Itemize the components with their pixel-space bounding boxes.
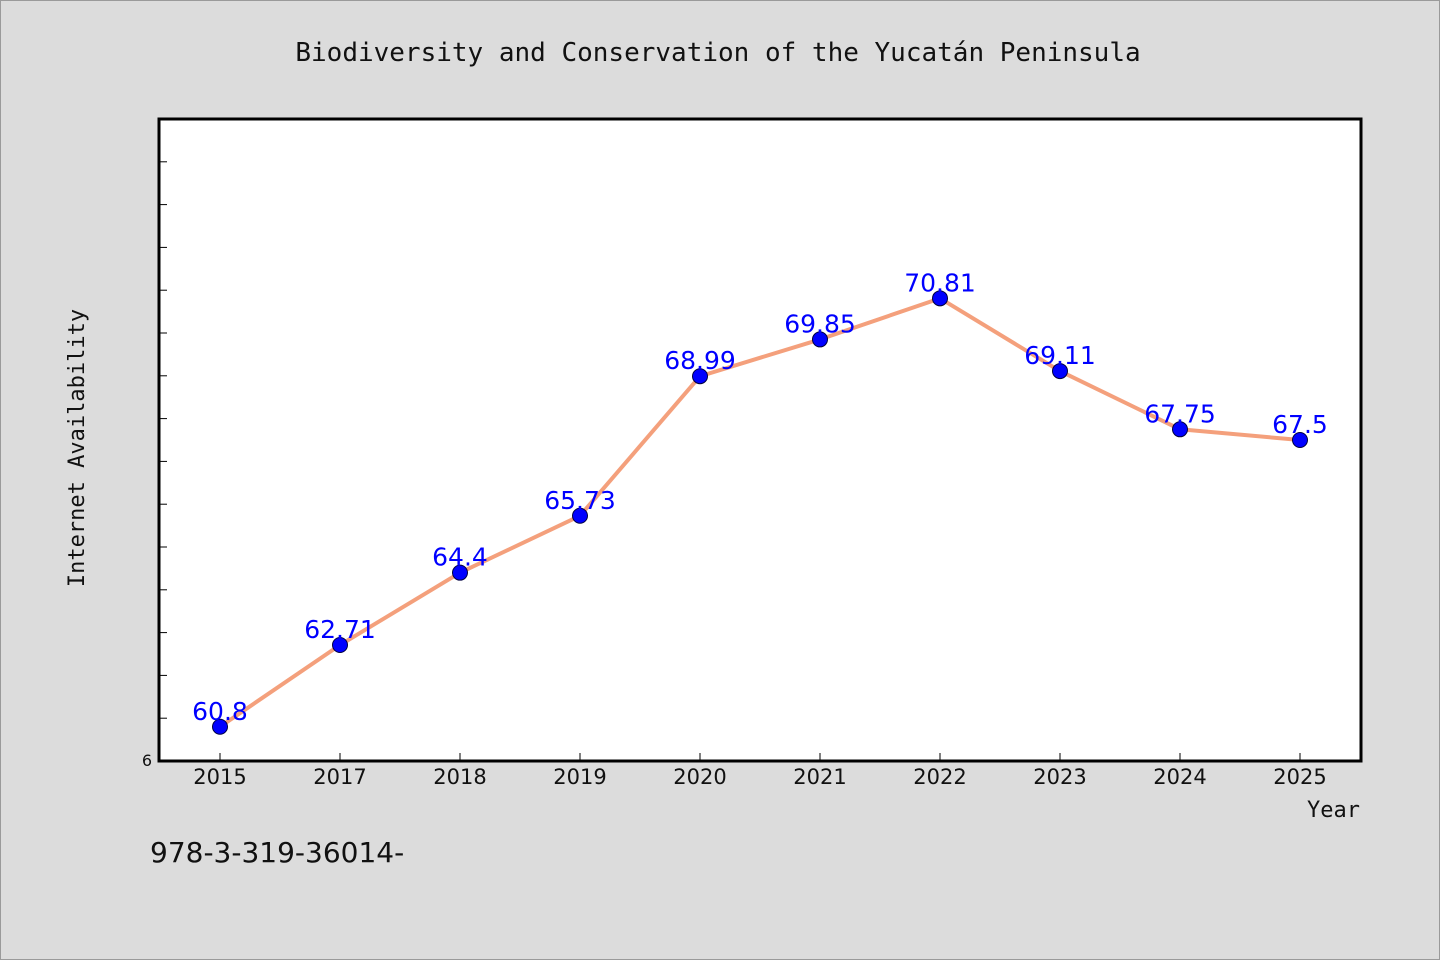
x-tick-label: 2018 xyxy=(433,765,486,789)
data-point xyxy=(212,718,228,735)
x-tick-label: 2017 xyxy=(313,765,366,789)
data-label: 69.85 xyxy=(784,309,856,338)
chart-title: Biodiversity and Conservation of the Yuc… xyxy=(295,38,1140,68)
x-tick-label: 2024 xyxy=(1153,765,1206,789)
data-point xyxy=(332,637,348,654)
x-tick-label: 2023 xyxy=(1033,765,1086,789)
series-layer: 60.8 62.71 64.4 65.73 68.99 69.85 70.81 69.11 67… xyxy=(192,268,1328,735)
data-point xyxy=(452,564,468,581)
footer-isbn-text: 978-3-319-36014- xyxy=(150,836,404,869)
data-point xyxy=(1052,363,1068,380)
data-label: 65.73 xyxy=(544,486,616,515)
y-axis-title: Internet Availability xyxy=(65,309,90,587)
data-label: 68.99 xyxy=(664,346,736,375)
data-point xyxy=(692,368,708,385)
y-tick-label: 6 xyxy=(142,751,152,770)
data-label: 64.4 xyxy=(432,543,488,572)
y-axis-ticks xyxy=(159,118,167,719)
x-tick-label: 2019 xyxy=(553,765,606,789)
x-tick-label: 2015 xyxy=(193,765,246,789)
plot-area xyxy=(157,117,1363,763)
data-point xyxy=(932,290,948,307)
x-tick-label: 2021 xyxy=(793,765,846,789)
series-line xyxy=(218,296,1301,729)
x-tick-label: 2025 xyxy=(1273,765,1326,789)
data-label: 69.11 xyxy=(1024,341,1096,370)
data-label: 67.5 xyxy=(1272,410,1328,439)
data-label: 60.8 xyxy=(192,697,248,726)
data-label: 67.75 xyxy=(1144,399,1216,428)
x-tick-label: 2022 xyxy=(913,765,966,789)
data-label: 62.71 xyxy=(304,615,376,644)
data-label: 70.81 xyxy=(904,268,976,297)
x-axis-title: Year xyxy=(1307,798,1360,823)
x-axis-ticks: 2015 2017 2018 2019 2020 2021 2022 2023 2024 2025 xyxy=(193,753,1327,789)
data-point xyxy=(1292,432,1308,448)
data-point xyxy=(1172,421,1188,438)
x-tick-label: 2020 xyxy=(673,765,726,789)
data-point xyxy=(572,507,588,524)
data-point xyxy=(812,331,828,348)
